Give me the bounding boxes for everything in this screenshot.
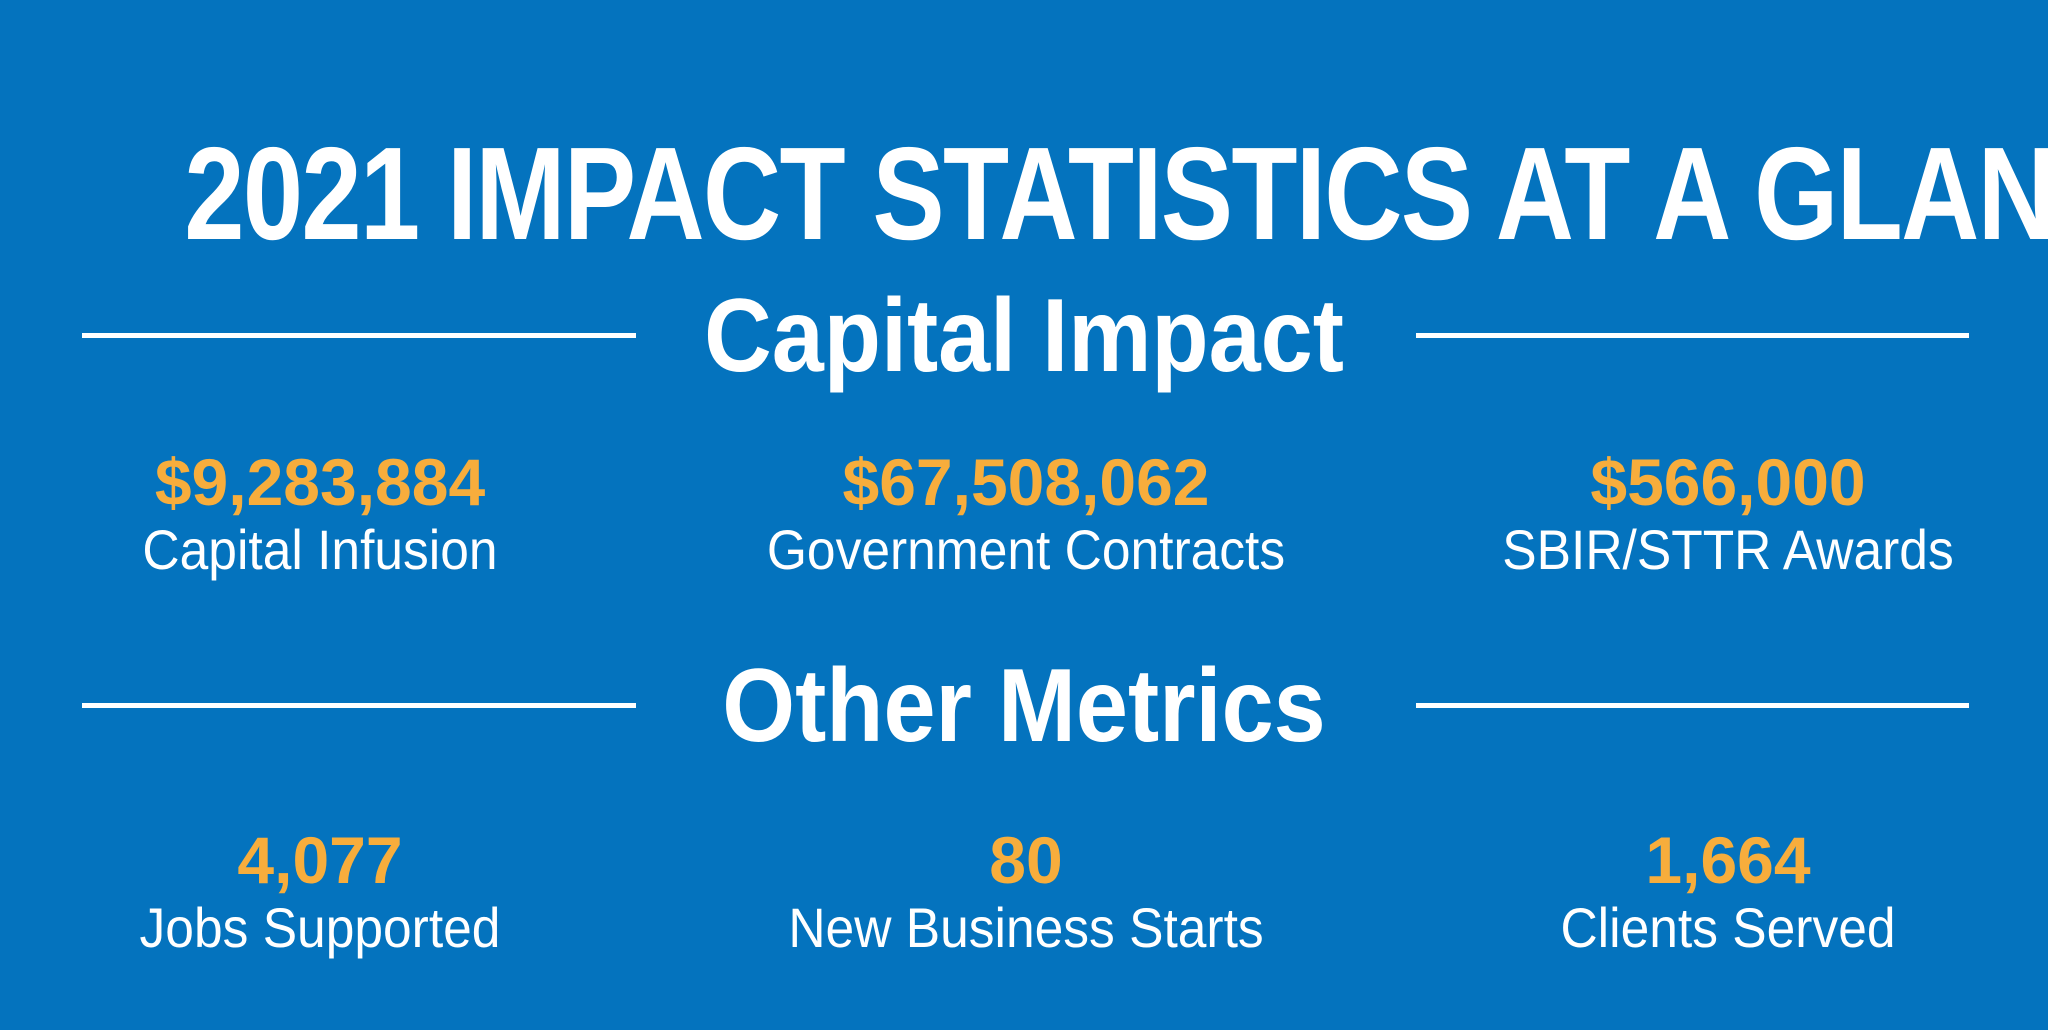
section-header-other-metrics: Other Metrics — [0, 646, 2048, 766]
stat-new-business-starts: 80 New Business Starts — [726, 824, 1326, 960]
stat-label: New Business Starts — [788, 896, 1264, 959]
stat-sbir-sttr-awards: $566,000 SBIR/STTR Awards — [1428, 446, 2028, 582]
section-heading: Capital Impact — [704, 278, 1344, 394]
stat-capital-infusion: $9,283,884 Capital Infusion — [20, 446, 620, 582]
stat-government-contracts: $67,508,062 Government Contracts — [726, 446, 1326, 582]
stat-value: $566,000 — [1590, 445, 1866, 519]
stat-clients-served: 1,664 Clients Served — [1428, 824, 2028, 960]
stat-label: Capital Infusion — [142, 518, 498, 581]
stats-row-other-metrics: 4,077 Jobs Supported 80 New Business Sta… — [0, 824, 2048, 974]
stat-label: Clients Served — [1560, 896, 1896, 959]
stat-value: $67,508,062 — [842, 445, 1210, 519]
page-title: 2021 IMPACT STATISTICS AT A GLANCE — [184, 120, 2048, 268]
stat-value: 1,664 — [1645, 823, 1811, 897]
stat-label: SBIR/STTR Awards — [1502, 518, 1954, 581]
stat-label: Jobs Supported — [139, 896, 501, 959]
divider-line-left — [82, 703, 636, 708]
section-heading: Other Metrics — [722, 648, 1326, 764]
stat-jobs-supported: 4,077 Jobs Supported — [20, 824, 620, 960]
stat-value: 80 — [989, 823, 1063, 897]
stat-value: 4,077 — [237, 823, 403, 897]
stats-row-capital-impact: $9,283,884 Capital Infusion $67,508,062 … — [0, 446, 2048, 596]
divider-line-right — [1416, 333, 1969, 338]
divider-line-left — [82, 333, 636, 338]
stat-label: Government Contracts — [766, 518, 1286, 581]
section-header-capital-impact: Capital Impact — [0, 276, 2048, 396]
stat-value: $9,283,884 — [154, 445, 486, 519]
divider-line-right — [1416, 703, 1969, 708]
